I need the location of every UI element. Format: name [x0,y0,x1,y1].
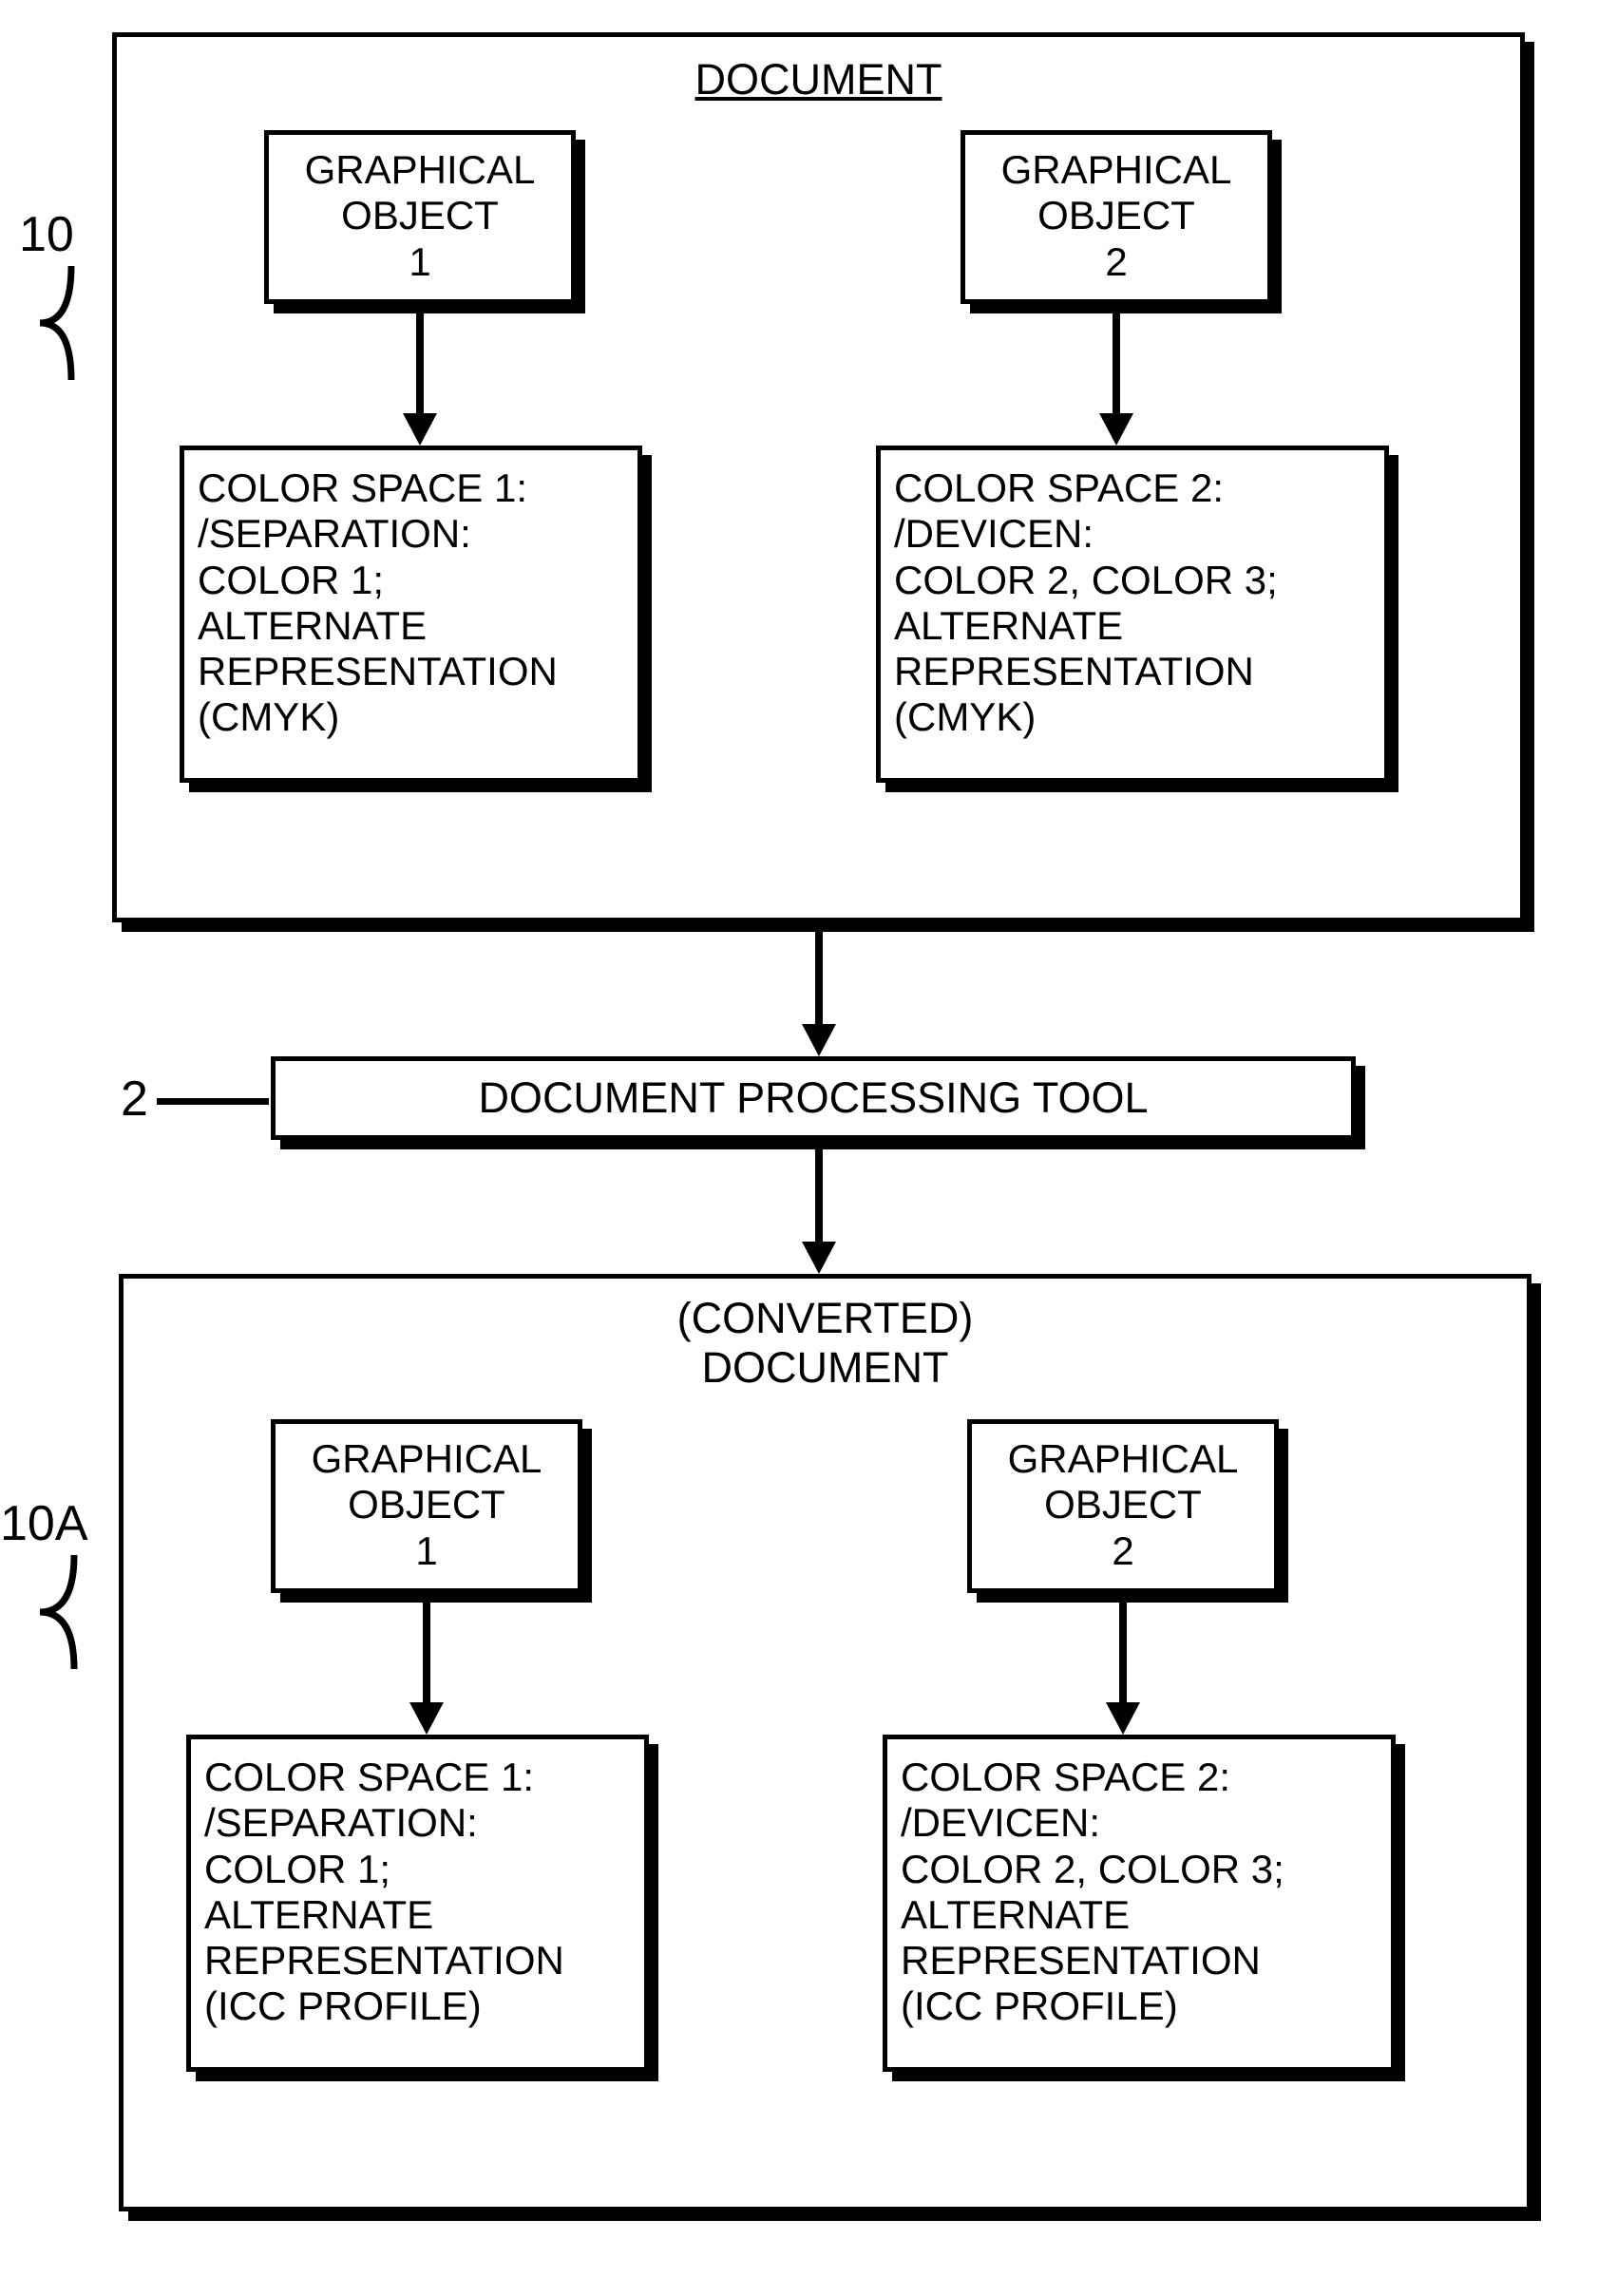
bottom-obj1-label: GRAPHICAL OBJECT 1 [271,1436,582,1574]
arrow-top-obj1-cs1-head [403,413,437,446]
bottom-cs1-text: COLOR SPACE 1: /SEPARATION: COLOR 1; ALT… [204,1755,564,2030]
arrow-top-obj1-cs1 [416,313,424,416]
top-obj1-label: GRAPHICAL OBJECT 1 [264,147,576,285]
top-cs1-text: COLOR SPACE 1: /SEPARATION: COLOR 1; ALT… [198,465,558,741]
top-cs2-text: COLOR SPACE 2: /DEVICEN: COLOR 2, COLOR … [894,465,1278,741]
arrow-bottom-obj1-cs1 [423,1603,430,1705]
ref-10-curve [29,266,114,380]
arrow-top-obj2-cs2 [1113,313,1120,416]
arrow-top-tool [815,932,823,1027]
top-obj2-label: GRAPHICAL OBJECT 2 [961,147,1272,285]
bottom-obj2-label: GRAPHICAL OBJECT 2 [967,1436,1279,1574]
ref-10: 10 [19,207,74,264]
arrow-top-obj2-cs2-head [1099,413,1133,446]
ref-10a-curve [29,1555,120,1669]
ref-2: 2 [121,1072,148,1129]
arrow-tool-bottom-head [802,1242,836,1274]
arrow-bottom-obj1-cs1-head [409,1702,444,1735]
top-container-title: DOCUMENT [112,55,1525,104]
bottom-cs2-text: COLOR SPACE 2: /DEVICEN: COLOR 2, COLOR … [901,1755,1284,2030]
ref-2-line [157,1098,269,1105]
ref-10a: 10A [0,1496,88,1553]
bottom-container-title: (CONVERTED) DOCUMENT [119,1294,1531,1393]
arrow-tool-bottom [815,1149,823,1244]
arrow-bottom-obj2-cs2-head [1106,1702,1140,1735]
arrow-bottom-obj2-cs2 [1119,1603,1127,1705]
arrow-top-tool-head [802,1024,836,1056]
tool-label: DOCUMENT PROCESSING TOOL [271,1073,1356,1123]
diagram-canvas: DOCUMENT GRAPHICAL OBJECT 1 GRAPHICAL OB… [0,0,1598,2296]
